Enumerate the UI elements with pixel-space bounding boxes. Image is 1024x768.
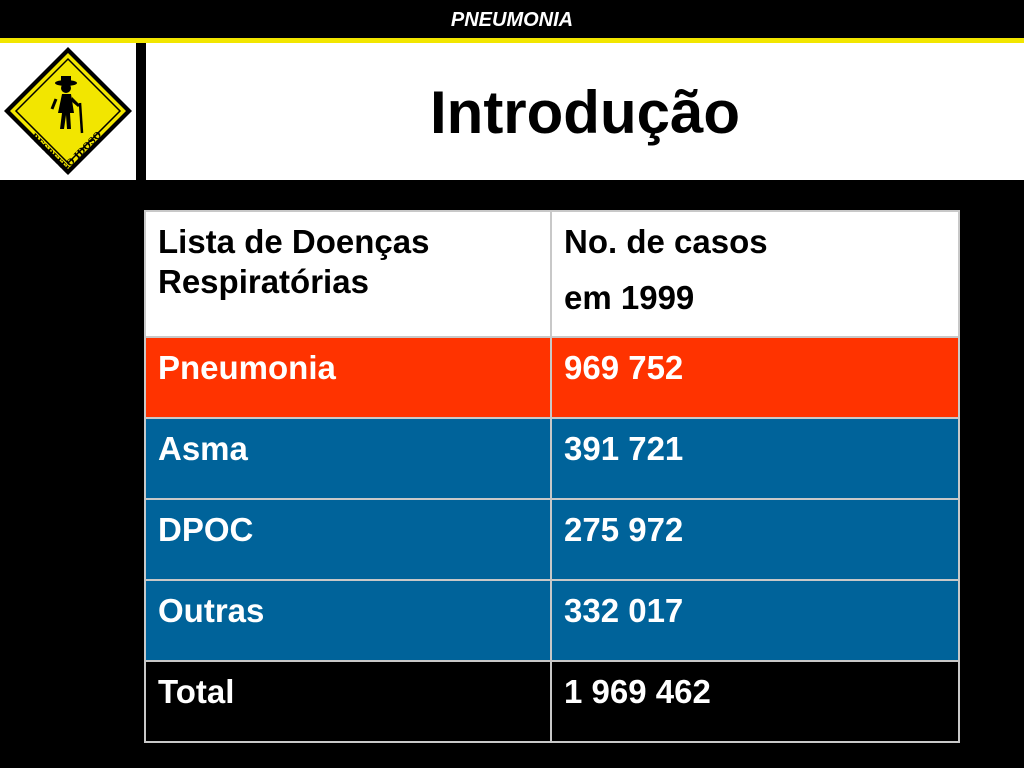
accent-divider [0,38,1024,43]
case-count: 332 017 [550,579,960,662]
disease-name: DPOC [144,498,552,581]
elderly-crossing-sign-icon: RESPEITE O IDOSO [4,47,132,176]
header-line: Lista de Doenças [158,223,430,260]
table-row: Pneumonia 969 752 [144,336,960,419]
disease-name: Pneumonia [144,336,552,419]
top-banner: PNEUMONIA [0,0,1024,38]
case-count: 391 721 [550,417,960,500]
disease-cases-table: Lista de Doenças Respiratórias No. de ca… [144,210,960,743]
column-header-disease: Lista de Doenças Respiratórias [144,210,552,338]
table-row: DPOC 275 972 [144,498,960,581]
disease-name: Asma [144,417,552,500]
header-line: No. de casos [564,223,768,260]
total-count: 1 969 462 [550,660,960,743]
title-panel [146,43,1024,180]
logo-panel: RESPEITE O IDOSO [0,43,136,180]
table-total-row: Total 1 969 462 [144,660,960,743]
banner-title: PNEUMONIA [450,9,574,31]
total-label: Total [144,660,552,743]
header-line: em 1999 [564,279,695,316]
case-count: 275 972 [550,498,960,581]
case-count: 969 752 [550,336,960,419]
page-title: Introdução [430,79,740,146]
column-header-cases: No. de casos em 1999 [550,210,960,338]
table-row: Asma 391 721 [144,417,960,500]
header-line: Respiratórias [158,263,369,300]
table-header-row: Lista de Doenças Respiratórias No. de ca… [144,210,960,338]
disease-name: Outras [144,579,552,662]
table-row: Outras 332 017 [144,579,960,662]
